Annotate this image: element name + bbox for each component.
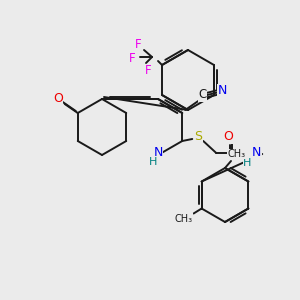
Text: F: F — [145, 64, 151, 77]
Text: N: N — [153, 146, 163, 158]
Text: N: N — [252, 146, 261, 160]
Text: F: F — [135, 38, 141, 52]
Text: O: O — [223, 130, 233, 143]
Text: H: H — [243, 158, 251, 168]
Text: C: C — [198, 88, 206, 101]
Text: O: O — [53, 92, 63, 106]
Text: H: H — [149, 157, 157, 167]
Text: CH₃: CH₃ — [175, 214, 193, 224]
Text: S: S — [194, 130, 202, 143]
Text: N: N — [218, 85, 227, 98]
Text: F: F — [129, 52, 135, 65]
Text: CH₃: CH₃ — [228, 149, 246, 159]
